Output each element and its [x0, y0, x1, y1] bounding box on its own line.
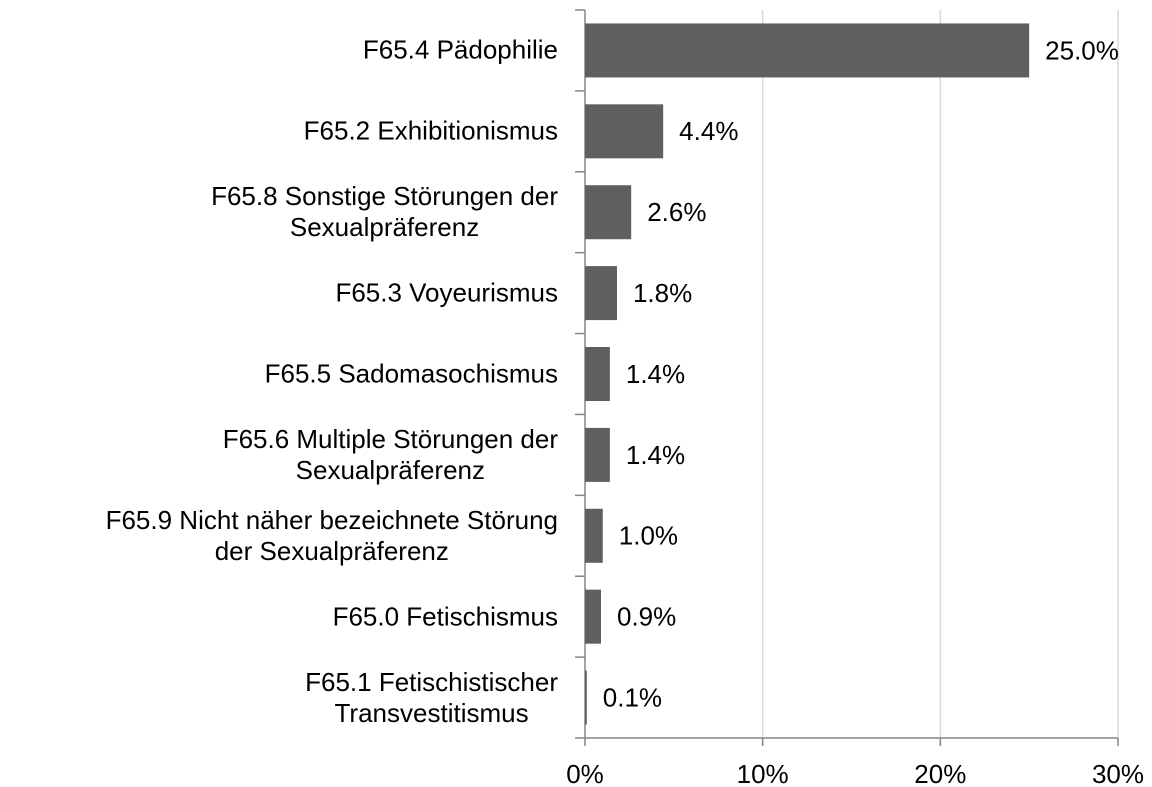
- value-label: 1.4%: [626, 359, 685, 389]
- y-tick-label: F65.8 Sonstige Störungen der Sexualpräfe…: [211, 181, 558, 243]
- value-label: 1.8%: [633, 278, 692, 308]
- y-tick-label: F65.3 Voyeurismus: [335, 277, 558, 308]
- x-tick-label: 10%: [737, 759, 789, 787]
- y-tick-label: F65.1 Fetischistischer Transvestitismus: [305, 666, 558, 728]
- y-tick-label: F65.0 Fetischismus: [332, 601, 558, 632]
- y-tick-label: F65.6 Multiple Störungen der Sexualpräfe…: [222, 423, 558, 485]
- bar: [585, 347, 610, 401]
- category-label-box: F65.9 Nicht näher bezeichnete Störung de…: [0, 505, 558, 567]
- y-tick-label: F65.5 Sadomasochismus: [264, 358, 558, 389]
- bar: [585, 427, 610, 482]
- bar: [585, 589, 601, 644]
- x-tick-label: 30%: [1092, 759, 1144, 787]
- category-label-box: F65.2 Exhibitionismus: [0, 116, 558, 147]
- category-label-box: F65.1 Fetischistischer Transvestitismus: [0, 666, 558, 728]
- x-tick-label: 0%: [566, 759, 604, 787]
- value-label: 25.0%: [1045, 35, 1119, 65]
- x-tick-label: 20%: [914, 759, 966, 787]
- bar: [585, 670, 587, 725]
- value-label: 1.0%: [619, 521, 678, 551]
- value-label: 1.4%: [626, 440, 685, 470]
- y-tick-label: F65.4 Pädophilie: [362, 34, 558, 65]
- category-label-box: F65.6 Multiple Störungen der Sexualpräfe…: [0, 424, 558, 486]
- bar: [585, 104, 664, 159]
- y-tick-label: F65.9 Nicht näher bezeichnete Störung de…: [105, 504, 558, 566]
- bar: [585, 23, 1030, 78]
- category-label-box: F65.8 Sonstige Störungen der Sexualpräfe…: [0, 181, 558, 243]
- bar: [585, 508, 603, 563]
- y-tick-label: F65.2 Exhibitionismus: [303, 115, 558, 146]
- value-label: 2.6%: [647, 197, 706, 227]
- value-label: 0.9%: [617, 602, 676, 632]
- category-label-box: F65.4 Pädophilie: [0, 35, 558, 66]
- bar: [585, 266, 617, 321]
- category-label-box: F65.0 Fetischismus: [0, 601, 558, 632]
- category-label-box: F65.5 Sadomasochismus: [0, 358, 558, 389]
- value-label: 0.1%: [603, 682, 662, 712]
- category-label-box: F65.3 Voyeurismus: [0, 278, 558, 309]
- bar: [585, 185, 632, 240]
- value-label: 4.4%: [679, 116, 738, 146]
